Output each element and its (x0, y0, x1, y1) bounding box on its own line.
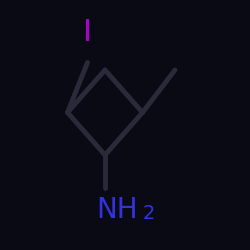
Text: 2: 2 (142, 204, 155, 223)
Text: I: I (83, 18, 92, 47)
Text: NH: NH (97, 196, 138, 224)
